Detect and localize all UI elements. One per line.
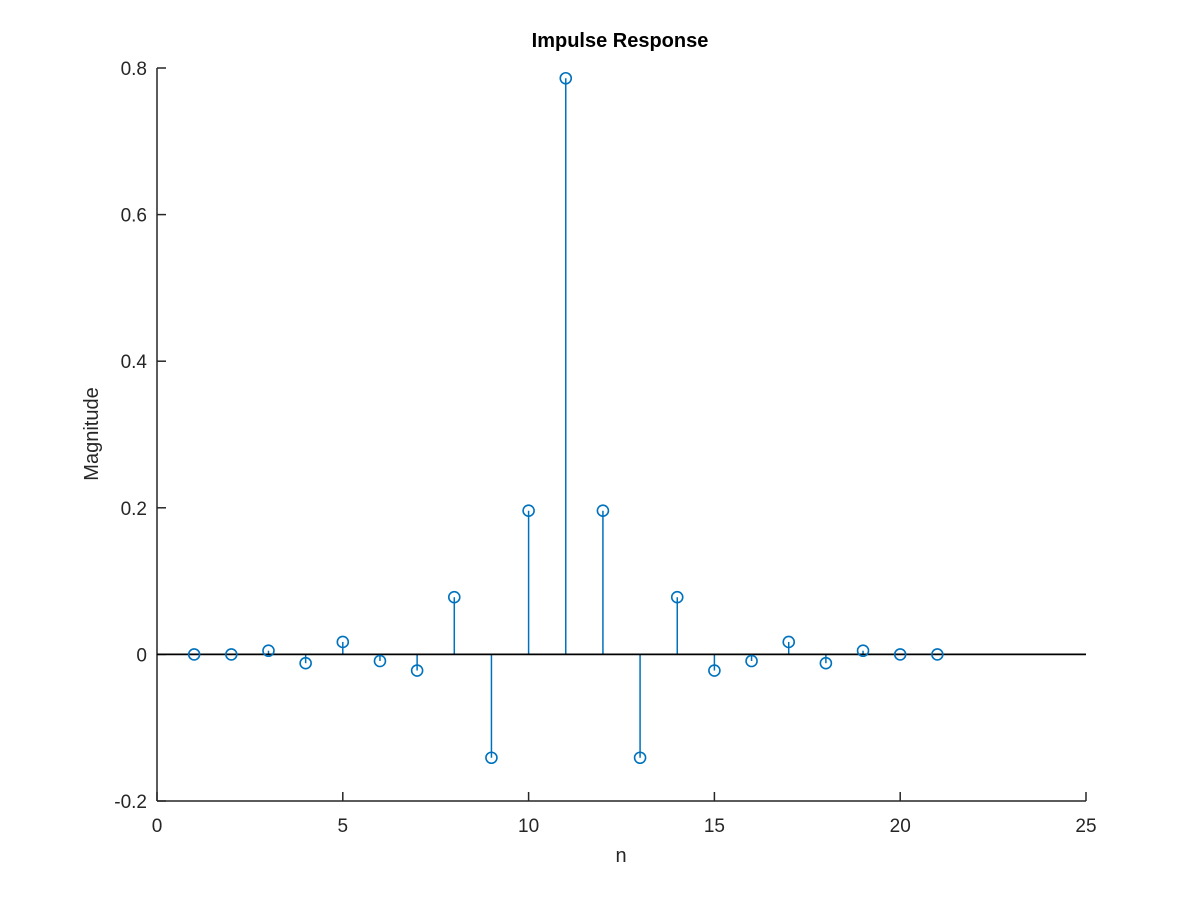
stem-marker [708,664,721,677]
x-tick-label: 15 [704,816,725,837]
y-tick-label: 0.6 [121,206,147,227]
y-tick-label: 0.2 [121,499,147,520]
stem-series [157,71,1086,765]
stem-marker [559,71,573,85]
x-tick-label: 20 [890,816,911,837]
stem-marker [782,635,796,649]
stem-marker [447,590,461,604]
stem-marker [819,656,833,670]
y-tick-label: 0.4 [121,352,148,373]
stem-marker [410,664,424,677]
stem-marker [745,654,758,668]
stem-marker [856,644,870,658]
stem-marker [596,504,610,518]
y-axis-label: Magnitude [81,387,103,480]
stem-marker [262,644,275,658]
plot-axes [156,68,1086,802]
stem-marker [187,648,201,661]
stem-marker [373,654,387,668]
stem-marker [336,635,350,649]
stem-marker [931,648,944,661]
tick-group: 0 5 10 15 20 25-0.200.20.40.60.8 [114,59,1096,837]
y-tick-label: 0.8 [121,59,147,80]
stem-marker [670,590,684,604]
stem-marker [893,648,907,661]
y-tick-label: -0.2 [114,792,147,813]
x-tick-label: 5 [338,816,349,837]
stem-marker [299,656,312,670]
x-tick-label: 25 [1075,816,1096,837]
stem-marker [633,751,647,765]
stem-marker [522,504,535,518]
chart-title: Impulse Response [532,30,709,52]
x-tick-label: 0 [152,816,163,837]
y-tick-label: 0 [136,645,147,666]
x-tick-label: 10 [518,816,539,837]
stem-marker [485,751,498,765]
stem-marker [225,648,238,661]
x-axis-label: n [615,845,626,867]
